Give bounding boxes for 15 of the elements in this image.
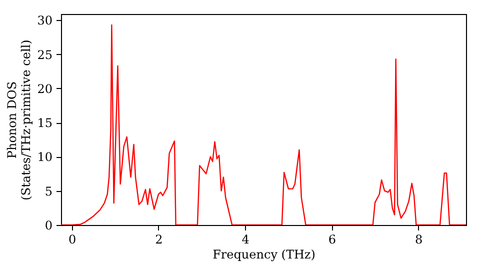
x-tick-label: 0 <box>68 232 76 246</box>
x-tick-label: 8 <box>415 232 423 246</box>
y-tick-label: 20 <box>37 82 52 96</box>
y-tick-label: 10 <box>37 150 52 164</box>
y-tick-label: 30 <box>37 14 52 28</box>
x-tick-label: 2 <box>155 232 163 246</box>
y-tick-label: 0 <box>44 218 52 232</box>
x-tick-label: 4 <box>242 232 250 246</box>
y-tick-label: 15 <box>37 116 52 130</box>
line-series <box>61 24 466 225</box>
y-axis-title: Phonon DOS (States/THz·primitive cell) <box>5 40 34 200</box>
x-axis-title: Frequency (THz) <box>212 248 316 262</box>
y-tick-label: 25 <box>37 48 52 62</box>
x-tick-label: 6 <box>328 232 336 246</box>
y-tick-label: 5 <box>44 184 52 198</box>
